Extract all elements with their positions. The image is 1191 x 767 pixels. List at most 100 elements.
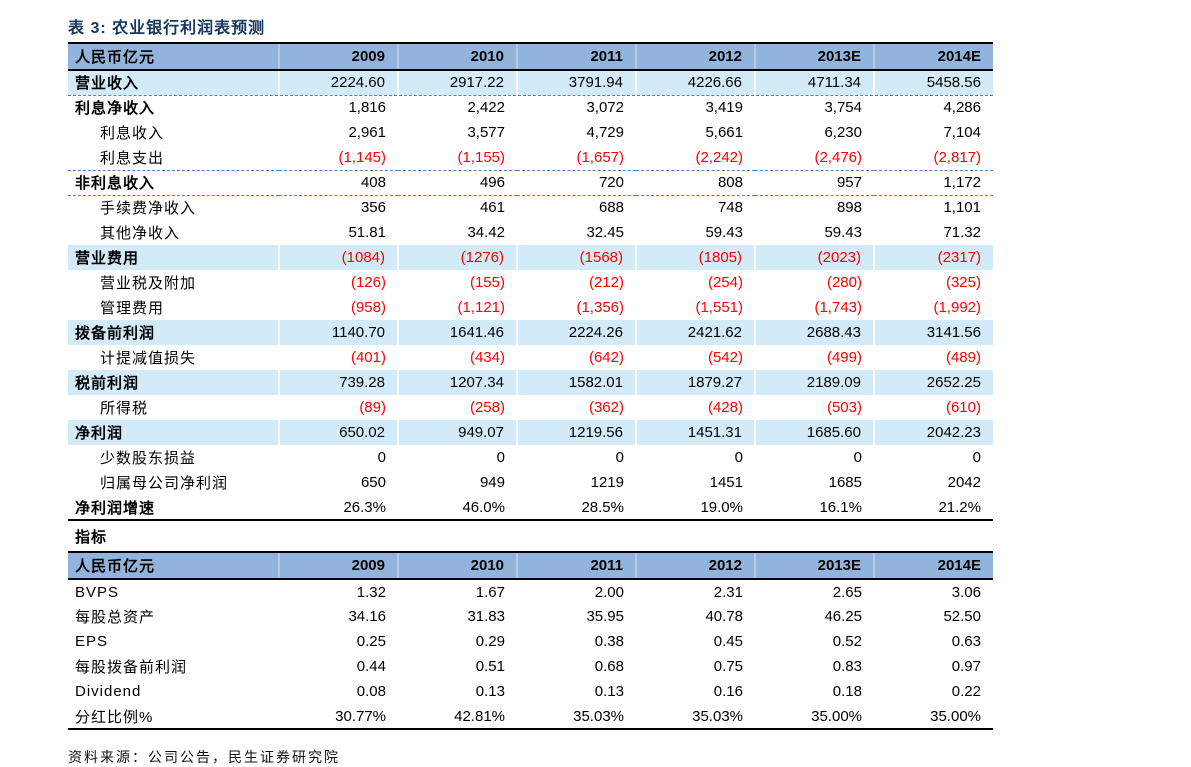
row-label: 每股总资产 <box>75 609 156 626</box>
cell-value: 748 <box>717 199 743 217</box>
cell-value: 461 <box>479 199 505 217</box>
cell-value: (1805) <box>635 245 755 270</box>
column-header: 2012 <box>635 42 755 71</box>
cell-value: 949.07 <box>397 420 517 445</box>
table-row: 营业税及附加 (126) (155) (212) (254) (280) (325) <box>68 270 993 295</box>
cell-value: 0.25 <box>356 633 386 650</box>
cell-value: 1,172 <box>874 170 993 196</box>
cell-value: 0.83 <box>832 658 862 675</box>
cell-value: 2652.25 <box>873 370 993 395</box>
cell-value: 3.06 <box>951 583 981 601</box>
cell-value: 2042 <box>947 474 981 491</box>
cell-value: (1,992) <box>933 299 981 316</box>
cell-value: 46.25 <box>824 608 862 625</box>
cell-value: (280) <box>826 274 862 291</box>
cell-value: 35.03% <box>692 707 743 725</box>
cell-value: 16.1% <box>819 498 862 516</box>
row-label: 利息净收入 <box>75 100 156 118</box>
cell-value: 0 <box>734 449 743 466</box>
row-label: 归属母公司净利润 <box>100 475 229 492</box>
column-header: 2012 <box>635 551 755 580</box>
cell-value: 2.31 <box>713 583 743 601</box>
cell-value: 808 <box>636 170 755 196</box>
row-label: 其他净收入 <box>100 225 181 242</box>
column-header: 2011 <box>516 42 636 71</box>
table-row: 其他净收入 51.81 34.42 32.45 59.43 59.43 71.32 <box>68 220 993 245</box>
cell-value: 0.97 <box>951 658 981 675</box>
row-label: 每股拨备前利润 <box>75 659 188 676</box>
cell-value: 0.63 <box>951 633 981 650</box>
table-row: 管理费用 (958) (1,121) (1,356) (1,551) (1,743) (1,… <box>68 295 993 320</box>
cell-value: 3141.56 <box>873 320 993 345</box>
cell-value: 2224.26 <box>516 320 636 345</box>
cell-value: (1,155) <box>398 145 517 171</box>
table-row: 利息净收入 1,816 2,422 3,072 3,419 3,754 4,286 <box>68 95 993 120</box>
row-label: EPS <box>75 633 109 650</box>
cell-value: (362) <box>588 399 624 416</box>
cell-value: 949 <box>479 474 505 491</box>
cell-value: 0.22 <box>951 683 981 700</box>
cell-value: 2421.62 <box>635 320 755 345</box>
cell-value: (503) <box>826 399 862 416</box>
table-row: 计提减值损失 (401) (434) (642) (542) (499) (489) <box>68 345 993 370</box>
cell-value: (958) <box>350 299 386 316</box>
row-label: 营业税及附加 <box>100 275 197 292</box>
table-row: 营业费用 (1084) (1276) (1568) (1805) (2023) (2317) <box>68 245 993 270</box>
column-header: 2010 <box>397 42 517 71</box>
cell-value: 1685 <box>828 474 862 491</box>
row-label: BVPS <box>75 583 120 601</box>
cell-value: 3,419 <box>705 99 743 117</box>
cell-value: 4,286 <box>943 99 981 117</box>
cell-value: (89) <box>359 399 386 416</box>
cell-value: 0.68 <box>594 658 624 675</box>
row-label: 营业收入 <box>68 70 279 96</box>
table-row: 税前利润 739.28 1207.34 1582.01 1879.27 2189.09 26… <box>68 370 993 395</box>
cell-value: 1582.01 <box>516 370 636 395</box>
cell-value: 1140.70 <box>278 320 398 345</box>
cell-value: (1,356) <box>576 299 624 316</box>
cell-value: 408 <box>279 170 398 196</box>
cell-value: 0.29 <box>475 633 505 650</box>
cell-value: 0.16 <box>713 683 743 700</box>
cell-value: 1641.46 <box>397 320 517 345</box>
row-label: 净利润增速 <box>75 499 156 517</box>
cell-value: 3,072 <box>586 99 624 117</box>
cell-value: 1879.27 <box>635 370 755 395</box>
cell-value: 1,101 <box>943 199 981 217</box>
cell-value: (1,551) <box>695 299 743 316</box>
cell-value: 650 <box>360 474 386 491</box>
table-row: 每股拨备前利润 0.44 0.51 0.68 0.75 0.83 0.97 <box>68 654 993 679</box>
cell-value: 496 <box>398 170 517 196</box>
row-label: 所得税 <box>100 400 149 417</box>
cell-value: 35.00% <box>811 707 862 725</box>
cell-value: 957 <box>755 170 874 196</box>
cell-value: (428) <box>707 399 743 416</box>
cell-value: 5,661 <box>705 124 743 141</box>
cell-value: 688 <box>598 199 624 217</box>
section-label: 指标 <box>75 529 108 546</box>
cell-value: 5458.56 <box>873 70 993 96</box>
cell-value: (401) <box>350 349 386 366</box>
row-label: 分红比例% <box>75 708 154 726</box>
cell-value: (2317) <box>873 245 993 270</box>
cell-value: 59.43 <box>705 224 743 241</box>
row-label: 管理费用 <box>100 300 165 317</box>
cell-value: 0 <box>853 449 862 466</box>
cell-value: (325) <box>945 274 981 291</box>
cell-value: 0.51 <box>475 658 505 675</box>
cell-value: 0.45 <box>713 633 743 650</box>
cell-value: 1219 <box>590 474 624 491</box>
row-label: 利息收入 <box>100 125 165 142</box>
cell-value: 35.03% <box>573 707 624 725</box>
table-row: 所得税 (89) (258) (362) (428) (503) (610) <box>68 395 993 420</box>
cell-value: (126) <box>350 274 386 291</box>
column-header: 2014E <box>873 42 993 71</box>
cell-value: (1568) <box>516 245 636 270</box>
table-row: 分红比例% 30.77% 42.81% 35.03% 35.03% 35.00% 35.00… <box>68 704 993 729</box>
row-label: 少数股东损益 <box>100 450 197 467</box>
column-header: 2013E <box>754 42 874 71</box>
cell-value: 2.00 <box>594 583 624 601</box>
column-header: 2009 <box>278 42 398 71</box>
table-row: 净利润 650.02 949.07 1219.56 1451.31 1685.60 2042… <box>68 420 993 445</box>
cell-value: 46.0% <box>462 498 505 516</box>
